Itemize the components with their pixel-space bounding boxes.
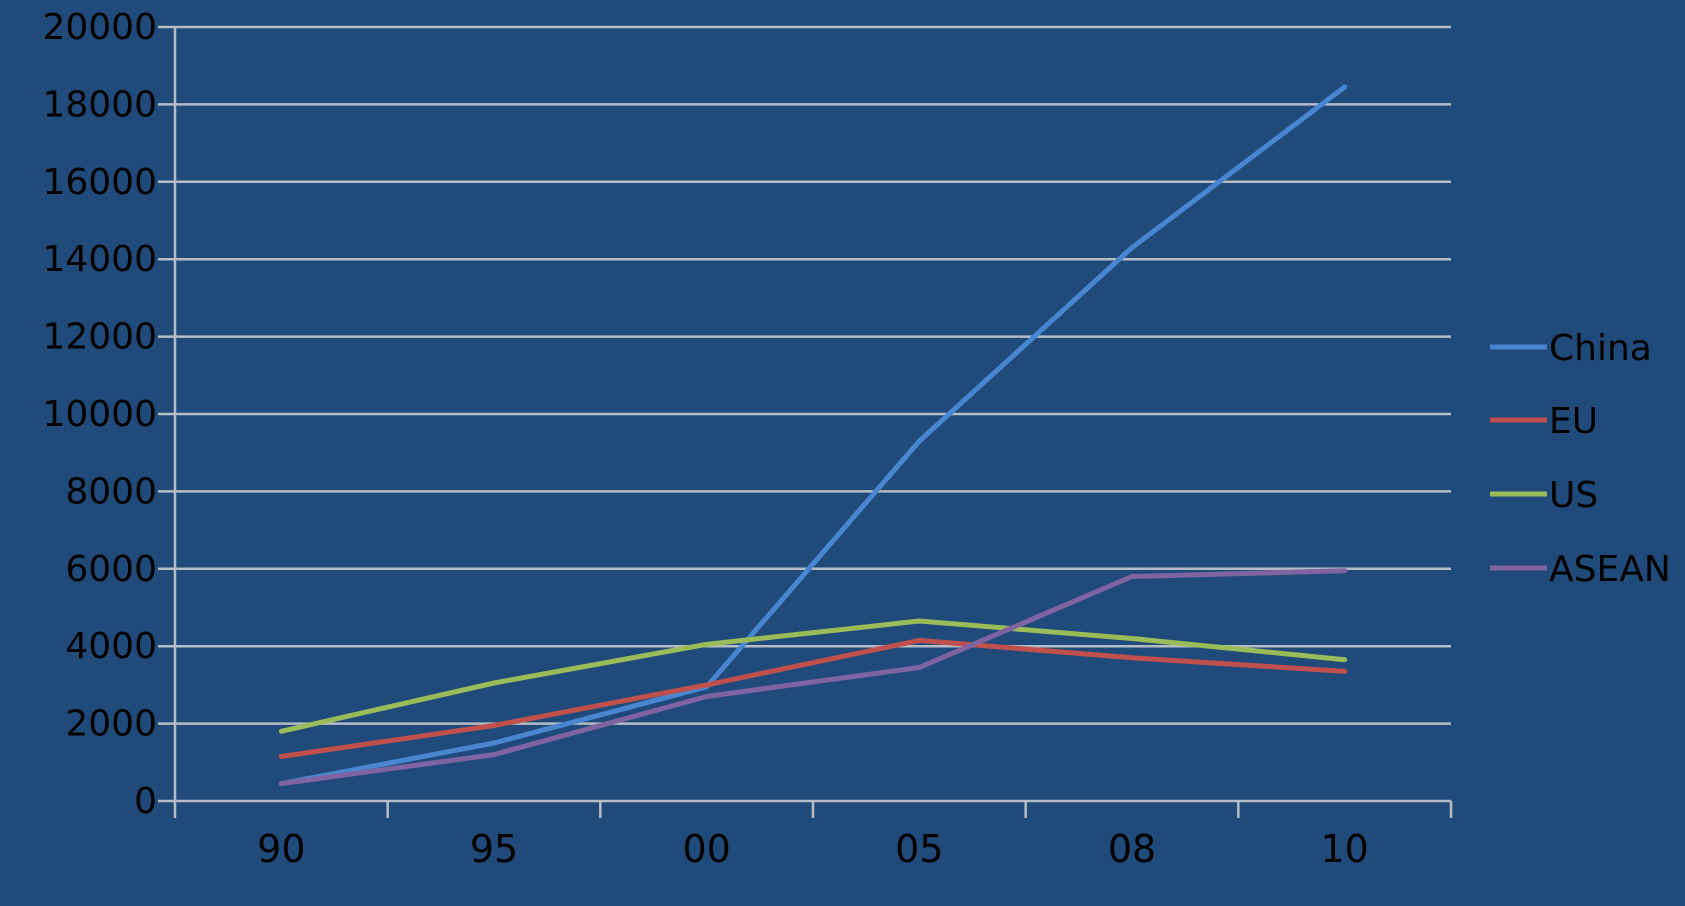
series-line-us: [278, 618, 1348, 734]
y-tick-label: 12000: [42, 317, 157, 358]
x-tick-label: 00: [682, 827, 730, 871]
y-tick-label: 14000: [42, 239, 157, 280]
axes: [158, 27, 1453, 818]
y-tick-label: 2000: [65, 704, 157, 745]
y-tick-label: 4000: [65, 626, 157, 667]
x-tick-label: 05: [895, 827, 943, 871]
legend: China EU US ASEAN: [1490, 328, 1671, 590]
legend-label-eu: EU: [1549, 401, 1598, 442]
y-tick-label: 0: [134, 781, 157, 822]
series-lines: [278, 84, 1348, 787]
x-tick-label: 08: [1108, 827, 1156, 871]
series-line-china: [278, 84, 1348, 787]
y-tick-label: 10000: [42, 394, 157, 435]
legend-label-us: US: [1549, 475, 1598, 516]
series-line-asean: [278, 568, 1348, 787]
y-tick-label: 8000: [65, 471, 157, 512]
y-tick-labels: 0 2000 4000 6000 8000 10000 12000 14000 16000 180…: [42, 7, 157, 822]
legend-label-china: China: [1549, 328, 1652, 369]
x-tick-label: 95: [470, 827, 518, 871]
gridlines: [158, 25, 1451, 725]
y-tick-label: 6000: [65, 549, 157, 590]
y-tick-label: 20000: [42, 7, 157, 48]
y-tick-label: 18000: [42, 84, 157, 125]
x-tick-label: 10: [1320, 827, 1368, 871]
legend-label-asean: ASEAN: [1549, 549, 1671, 590]
y-tick-label: 16000: [42, 162, 157, 203]
x-tick-label: 90: [257, 827, 305, 871]
x-tick-labels: 90 95 00 05 08 10: [257, 827, 1369, 871]
series-line-eu: [278, 637, 1348, 759]
